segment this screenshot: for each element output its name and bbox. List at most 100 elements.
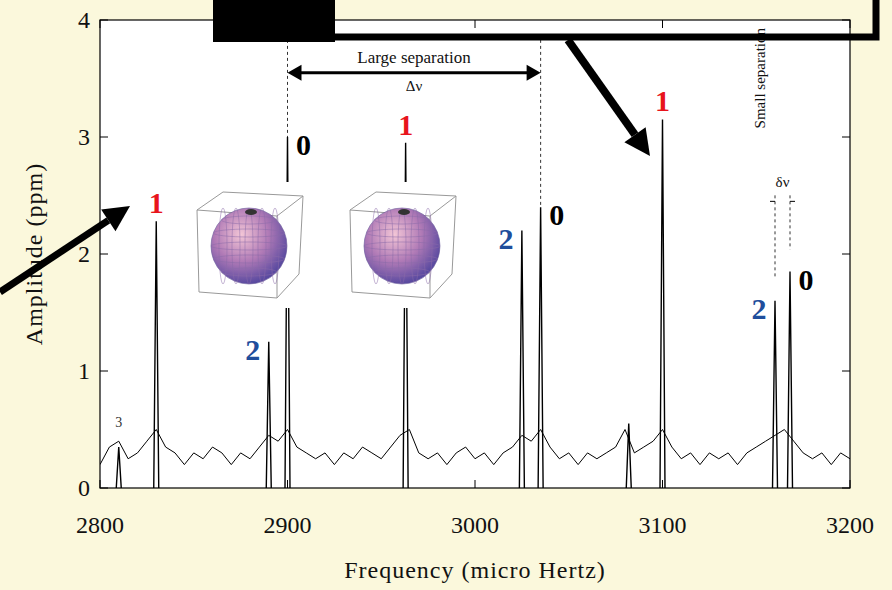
sphere-grid <box>221 268 276 276</box>
peak <box>773 301 778 488</box>
x-tick <box>475 480 476 488</box>
y-tick <box>100 254 108 255</box>
sphere-panel <box>338 182 465 308</box>
callout-frame <box>330 0 876 37</box>
sphere-grid <box>232 208 240 284</box>
sphere-grid <box>213 255 284 263</box>
peak <box>116 447 121 488</box>
peak-label: 0 <box>296 128 311 161</box>
x-tick-label: 2900 <box>264 512 312 538</box>
callout-arrow <box>568 40 635 135</box>
y-tick <box>842 488 850 489</box>
x-tick <box>287 480 288 488</box>
y-tick-label: 2 <box>78 241 90 267</box>
y-tick <box>100 371 108 372</box>
y-tick-label: 0 <box>78 475 90 501</box>
sphere-pole <box>398 209 410 215</box>
peak-label: 1 <box>149 186 164 219</box>
sphere-grid <box>366 255 437 263</box>
small-separation-tick <box>770 201 775 202</box>
spectrum-line <box>100 430 850 465</box>
y-tick <box>100 488 108 489</box>
separation-guide <box>540 40 541 207</box>
x-tick <box>662 20 663 28</box>
peak-label: 2 <box>245 333 260 366</box>
sphere-grid <box>271 208 279 284</box>
cube-edge <box>197 196 303 298</box>
x-tick-label: 3100 <box>639 512 687 538</box>
peak-label: 0 <box>799 263 814 296</box>
peak <box>519 231 524 488</box>
x-tick <box>475 20 476 28</box>
y-tick-label: 1 <box>78 358 90 384</box>
y-tick <box>842 137 850 138</box>
sphere-grid <box>258 208 266 284</box>
sphere-grid <box>219 208 227 284</box>
large-separation-symbol: Δν <box>406 78 423 94</box>
separation-guide <box>775 195 776 278</box>
sphere-illustration <box>338 182 465 308</box>
plot-area <box>100 20 850 488</box>
marks <box>100 119 850 488</box>
peak-label: 2 <box>752 292 767 325</box>
peak <box>154 221 159 488</box>
sphere-grid <box>385 208 393 284</box>
large-separation-label: Large separation <box>357 48 471 67</box>
peak-label: 3 <box>115 415 122 430</box>
x-tick <box>100 480 101 488</box>
y-tick <box>100 20 108 21</box>
sphere-grid <box>364 242 440 250</box>
separation-guide <box>287 40 288 137</box>
y-tick <box>842 254 850 255</box>
small-separation-label: Small separation <box>752 28 768 129</box>
sphere-grid <box>374 216 429 224</box>
sphere-grid <box>372 208 380 284</box>
peak <box>266 342 271 488</box>
peak <box>538 207 543 488</box>
sphere-grid <box>366 229 437 237</box>
sphere <box>211 208 287 284</box>
cube-edge <box>350 196 456 298</box>
callout-arrowhead <box>101 206 130 231</box>
sphere-grid <box>221 216 276 224</box>
peak <box>660 119 665 488</box>
peak-label: 1 <box>655 84 670 117</box>
small-separation-symbol: δν <box>776 174 790 190</box>
peak <box>626 424 631 488</box>
y-tick-label: 4 <box>78 7 90 33</box>
x-tick-label: 2800 <box>76 512 124 538</box>
large-separation-arrow <box>292 71 537 74</box>
y-tick <box>100 137 108 138</box>
y-tick <box>842 20 850 21</box>
y-axis-title: Amplitude (ppm) <box>21 163 47 345</box>
sphere-grid <box>411 208 419 284</box>
x-tick <box>100 20 101 28</box>
sphere-grid <box>374 268 429 276</box>
callout-arrow <box>0 220 108 292</box>
y-tick <box>842 371 850 372</box>
x-tick <box>850 20 851 28</box>
frame <box>100 20 850 488</box>
x-tick-label: 3200 <box>826 512 874 538</box>
separation-guide <box>790 195 791 249</box>
sphere-grid <box>211 242 287 250</box>
callout-arrowhead <box>624 127 650 156</box>
sphere-grid <box>213 229 284 237</box>
small-separation-tick <box>790 201 795 202</box>
sphere-pole <box>245 209 257 215</box>
sphere-grid <box>398 208 406 284</box>
sphere-grid <box>245 208 253 284</box>
x-tick <box>662 480 663 488</box>
x-axis-title: Frequency (micro Hertz) <box>344 557 606 583</box>
cube-edge <box>350 192 456 298</box>
sphere <box>364 208 440 284</box>
y-tick-label: 3 <box>78 124 90 150</box>
sphere-grid <box>424 208 432 284</box>
peak-label: 1 <box>398 108 413 141</box>
cube-edge <box>197 192 303 298</box>
chart: 2800290030003100320001234Frequency (micr… <box>0 0 892 590</box>
peak-label: 2 <box>498 222 513 255</box>
sphere-illustration <box>185 182 312 308</box>
peak-label: 0 <box>549 198 564 231</box>
x-tick-label: 3000 <box>451 512 499 538</box>
